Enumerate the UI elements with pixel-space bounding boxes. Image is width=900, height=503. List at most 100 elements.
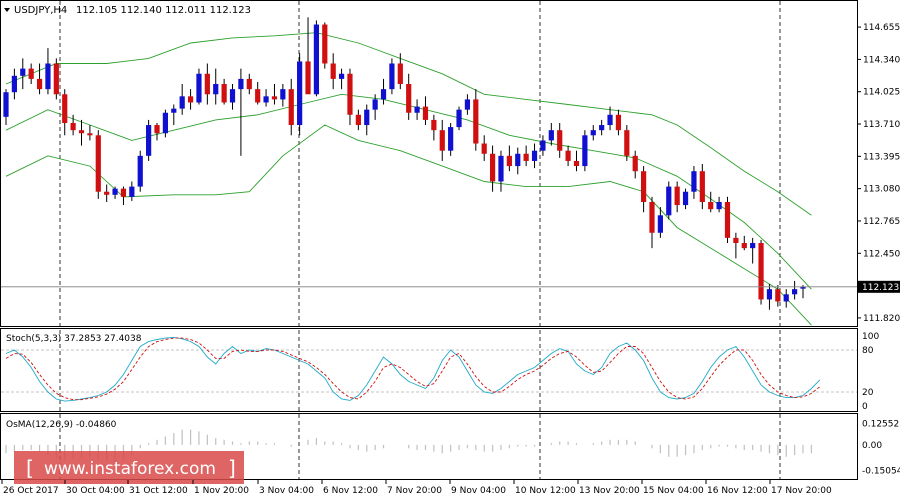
ohlc-values: 112.105 112.140 112.011 112.123 bbox=[76, 5, 251, 16]
candle-body bbox=[783, 294, 789, 302]
candle-body bbox=[624, 130, 630, 156]
candle-body bbox=[95, 135, 101, 192]
candle-body bbox=[62, 94, 68, 123]
candle-body bbox=[741, 243, 747, 249]
candle bbox=[640, 166, 647, 213]
candle-body bbox=[87, 133, 93, 136]
candle-body bbox=[565, 150, 571, 161]
osma-axis: 0.12552 0.00 -0.15054 bbox=[862, 420, 900, 477]
stoch-signal-line bbox=[5, 337, 821, 401]
candle bbox=[800, 285, 806, 299]
candle-body bbox=[481, 143, 487, 154]
candle-body bbox=[632, 155, 638, 172]
price-tick-label: 114.025 bbox=[863, 88, 900, 98]
time-tick-label: 7 Nov 20:00 bbox=[387, 486, 442, 496]
candle bbox=[162, 109, 169, 138]
candle-body bbox=[590, 130, 596, 136]
candle bbox=[758, 239, 764, 305]
osma-tick-label: 0.12552 bbox=[862, 420, 899, 430]
time-tick-label: 15 Nov 04:00 bbox=[643, 486, 704, 496]
candle bbox=[380, 78, 387, 105]
candle bbox=[78, 119, 85, 146]
candle bbox=[36, 63, 43, 95]
price-tick-label: 113.395 bbox=[863, 152, 900, 162]
candle-body bbox=[758, 243, 764, 300]
candle bbox=[120, 186, 127, 206]
candle bbox=[330, 53, 336, 90]
candle bbox=[506, 145, 512, 172]
candle bbox=[3, 89, 9, 126]
stoch-tick-label: 20 bbox=[862, 388, 874, 398]
candle bbox=[288, 78, 294, 136]
candle bbox=[565, 145, 571, 167]
candle bbox=[716, 196, 722, 213]
candle bbox=[221, 78, 227, 105]
candle-body bbox=[28, 68, 34, 79]
candle bbox=[389, 58, 395, 95]
current-price-box bbox=[858, 280, 900, 293]
candle bbox=[573, 150, 580, 172]
candle-body bbox=[196, 73, 202, 103]
candle-body bbox=[120, 188, 127, 197]
watermark-bracket-right: ] bbox=[228, 456, 236, 480]
candle bbox=[95, 130, 101, 199]
candle bbox=[733, 232, 739, 259]
candle bbox=[213, 68, 219, 105]
osma-title: OsMA(12,26,9) -0.04860 bbox=[6, 420, 117, 430]
candle bbox=[775, 285, 781, 307]
candle bbox=[263, 89, 269, 107]
candle-body bbox=[330, 63, 336, 79]
candle-body bbox=[347, 73, 353, 115]
candle bbox=[347, 68, 353, 126]
candle bbox=[523, 145, 529, 167]
candle-body bbox=[372, 99, 378, 110]
candle-body bbox=[297, 61, 303, 126]
candle-body bbox=[733, 237, 739, 244]
candle-body bbox=[255, 89, 261, 103]
price-axis: 114.655 114.340 114.025 113.710 113.395 113.0… bbox=[857, 23, 900, 324]
candle bbox=[615, 109, 622, 136]
candle-body bbox=[36, 78, 43, 90]
price-tick-label: 113.710 bbox=[863, 120, 900, 130]
candle bbox=[498, 150, 504, 192]
candle-body bbox=[171, 108, 177, 113]
candle-body bbox=[238, 78, 244, 90]
candle bbox=[112, 186, 118, 199]
time-tick-label: 13 Nov 20:00 bbox=[579, 486, 640, 496]
candle-body bbox=[682, 191, 689, 206]
price-tick-label: 112.765 bbox=[863, 217, 900, 227]
candle-body bbox=[3, 92, 9, 117]
candle bbox=[557, 122, 563, 158]
candle-body bbox=[431, 119, 437, 131]
candle bbox=[750, 237, 756, 264]
instaforex-watermark: [ www.instaforex.com ] bbox=[14, 451, 244, 484]
candle bbox=[70, 114, 76, 136]
candle bbox=[439, 119, 445, 161]
candle-body bbox=[422, 106, 429, 120]
dropdown-triangle-icon[interactable] bbox=[4, 8, 10, 12]
time-axis: 26 Oct 2017 30 Oct 04:00 31 Oct 12:00 1 Nov… bbox=[1, 480, 832, 496]
candle-body bbox=[338, 73, 345, 79]
candle-body bbox=[45, 63, 51, 90]
candle-body bbox=[498, 155, 504, 182]
candle-body bbox=[649, 201, 655, 233]
candle-body bbox=[792, 289, 798, 295]
candle bbox=[87, 125, 93, 141]
candle-body bbox=[448, 127, 454, 151]
candle-body bbox=[414, 106, 420, 113]
candle bbox=[489, 145, 496, 192]
candle-body bbox=[640, 171, 647, 202]
candle-body bbox=[397, 63, 403, 85]
candle-body bbox=[313, 24, 320, 95]
candle bbox=[313, 20, 320, 97]
candle bbox=[280, 84, 286, 107]
candle bbox=[20, 58, 26, 90]
candle-body bbox=[280, 89, 286, 100]
candle-body bbox=[515, 153, 521, 167]
candle-body bbox=[129, 186, 135, 197]
candle bbox=[531, 143, 538, 169]
time-tick-label: 16 Nov 12:00 bbox=[707, 486, 768, 496]
candle bbox=[338, 68, 345, 90]
